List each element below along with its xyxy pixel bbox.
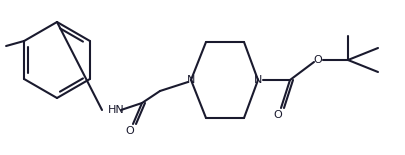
Text: N: N (253, 75, 262, 85)
Text: N: N (186, 75, 195, 85)
Text: O: O (313, 55, 322, 65)
Text: O: O (273, 110, 282, 120)
Text: HN: HN (108, 105, 124, 115)
Text: O: O (125, 126, 134, 136)
